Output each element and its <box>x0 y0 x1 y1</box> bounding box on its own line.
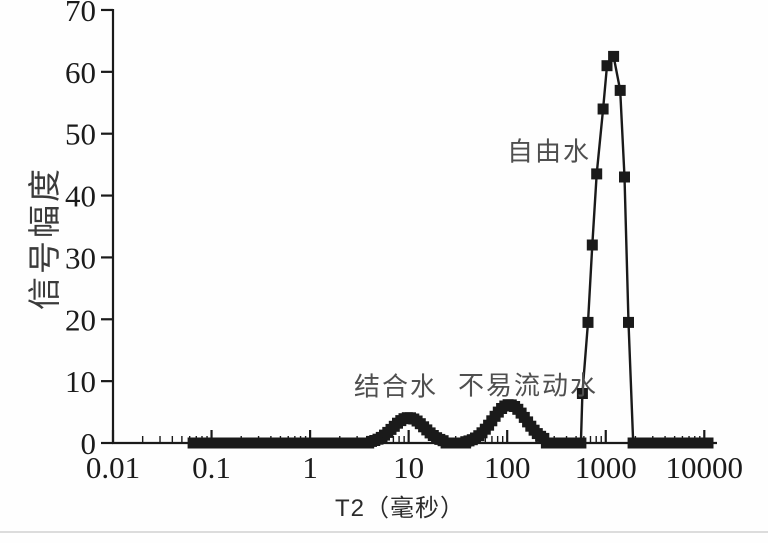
data-marker <box>582 316 594 328</box>
data-marker <box>608 50 620 62</box>
y-tick-label: 0 <box>81 426 97 461</box>
y-tick-label: 10 <box>65 364 96 399</box>
annotation-irreducible-water: 不易流动水 <box>457 370 599 401</box>
data-marker <box>591 168 603 180</box>
data-marker <box>614 84 626 96</box>
x-tick-label: 100 <box>484 450 531 485</box>
data-marker <box>597 103 609 115</box>
data-marker <box>623 316 634 328</box>
data-markers <box>187 50 714 449</box>
data-marker <box>586 239 598 251</box>
y-tick-label: 50 <box>65 117 96 152</box>
x-tick-label: 10 <box>393 450 424 485</box>
data-marker <box>576 388 588 399</box>
x-axis-title: T2（毫秒） <box>334 495 466 522</box>
y-tick-label: 40 <box>65 179 96 214</box>
x-tick-label: 0.1 <box>192 450 231 485</box>
y-tick-label: 60 <box>65 55 96 90</box>
y-tick-label: 70 <box>65 0 96 28</box>
x-tick-label: 10000 <box>666 450 744 485</box>
bottom-divider-line <box>0 531 768 533</box>
y-axis-title: 信号幅度 <box>28 166 64 310</box>
annotation-bound-water: 结合水 <box>353 371 439 402</box>
data-marker <box>601 60 613 72</box>
x-tick-label: 0.01 <box>86 450 140 485</box>
y-tick-label: 20 <box>65 302 96 337</box>
annotation-free-water: 自由水 <box>506 136 592 167</box>
data-marker <box>619 171 630 183</box>
data-marker <box>575 437 587 449</box>
data-marker <box>702 437 714 449</box>
x-tick-label: 1 <box>302 450 318 485</box>
y-tick-label: 30 <box>65 240 96 275</box>
t2-curve <box>193 53 708 445</box>
x-tick-label: 1000 <box>575 450 637 485</box>
